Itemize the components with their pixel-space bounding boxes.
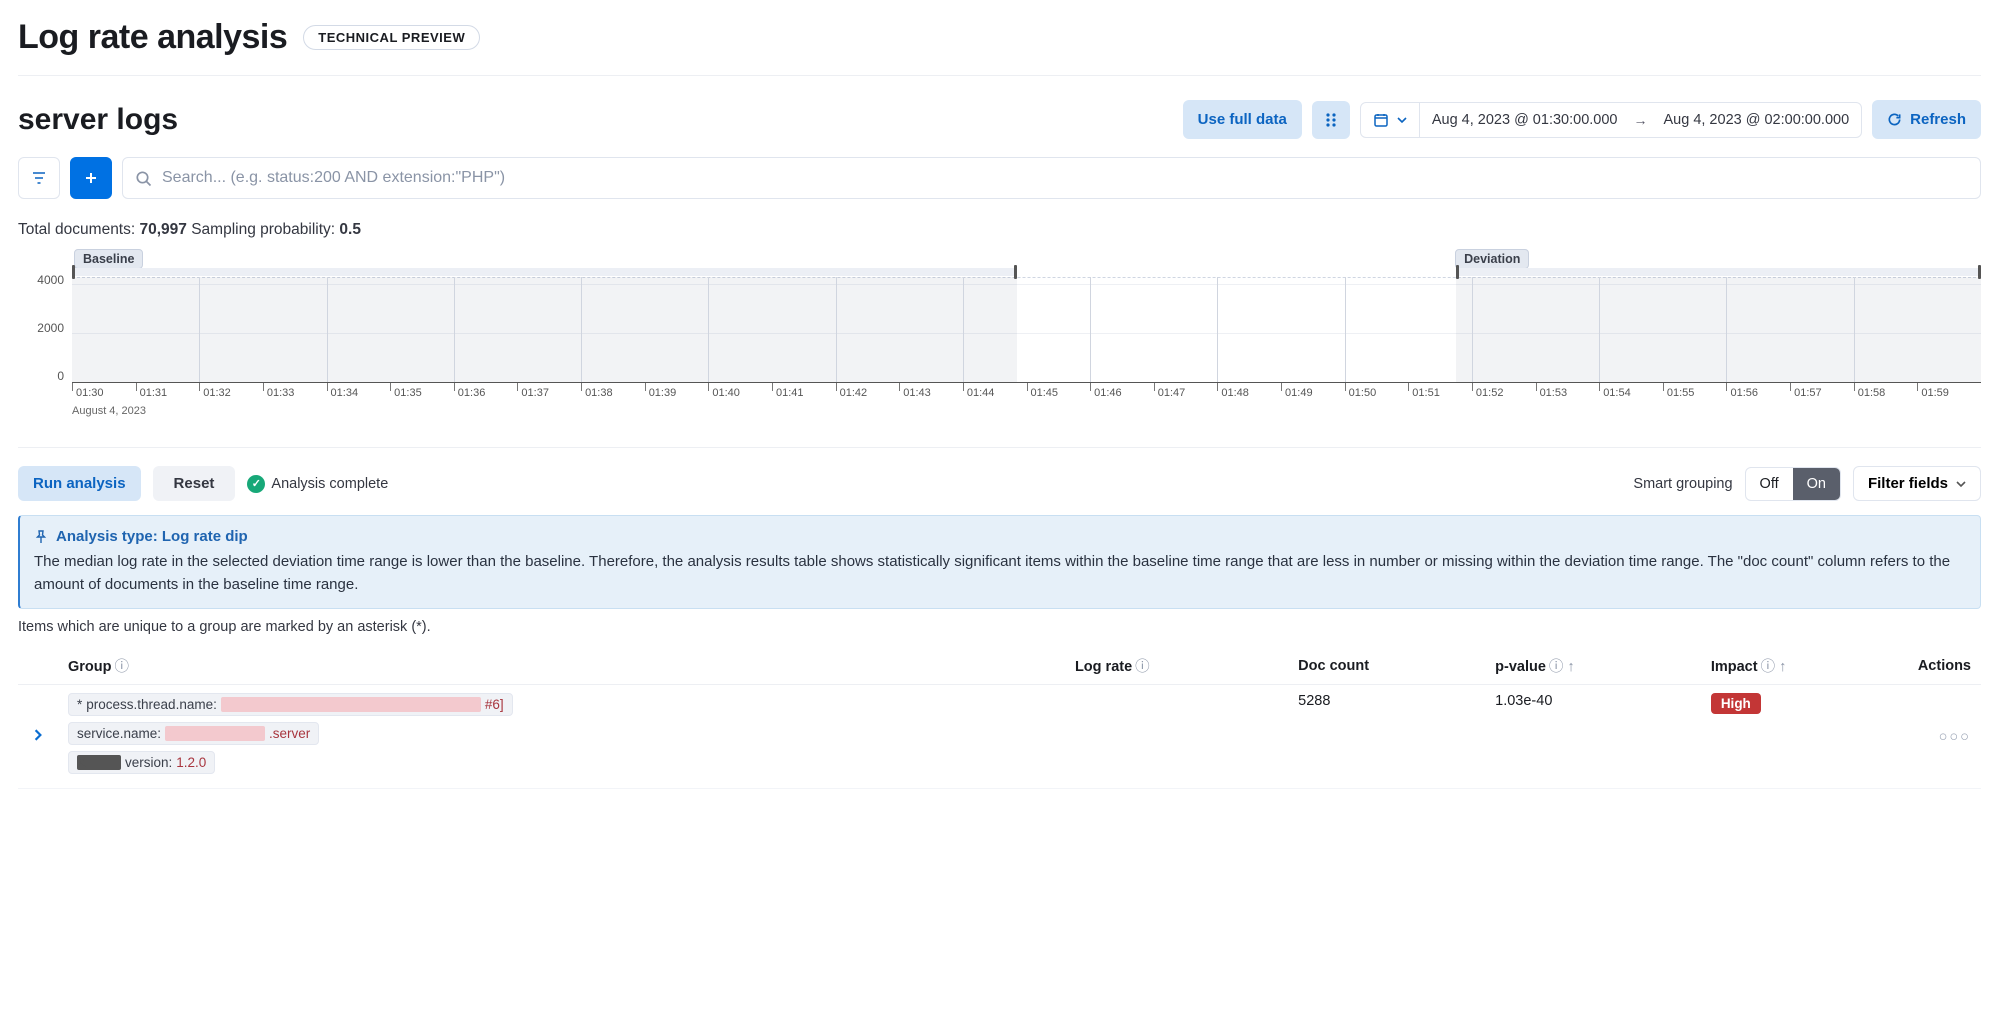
toggle-on[interactable]: On <box>1793 468 1840 500</box>
chevron-down-icon <box>1397 115 1407 125</box>
check-icon: ✓ <box>247 475 265 493</box>
refresh-label: Refresh <box>1910 111 1966 128</box>
use-full-data-button[interactable]: Use full data <box>1183 100 1302 139</box>
col-doc-count-label: Doc count <box>1298 658 1369 674</box>
total-docs-label: Total documents: <box>18 221 139 238</box>
callout-title-row: Analysis type: Log rate dip <box>34 528 1966 545</box>
help-icon: ⓘ <box>1549 659 1564 675</box>
help-icon: ⓘ <box>1761 659 1776 675</box>
refresh-icon <box>1887 112 1902 127</box>
x-axis-date: August 4, 2023 <box>72 405 1981 417</box>
run-analysis-button[interactable]: Run analysis <box>18 466 141 501</box>
col-actions: Actions <box>1908 647 1981 685</box>
table-row: * process.thread.name:X#6]service.name:X… <box>18 685 1981 789</box>
impact-badge: High <box>1711 693 1761 714</box>
analysis-bar: Run analysis Reset ✓ Analysis complete S… <box>18 466 1981 501</box>
smart-grouping-toggle: Off On <box>1745 467 1841 501</box>
col-actions-label: Actions <box>1918 658 1971 674</box>
expand-row-button[interactable] <box>18 685 58 789</box>
sampling-label: Sampling probability: <box>187 221 340 238</box>
sort-asc-icon: ↑ <box>1779 659 1786 675</box>
col-log-rate[interactable]: Log rateⓘ <box>1065 647 1288 685</box>
callout-body: The median log rate in the selected devi… <box>34 551 1966 596</box>
time-range-picker: Aug 4, 2023 @ 01:30:00.000 → Aug 4, 2023… <box>1360 102 1862 138</box>
col-doc-count[interactable]: Doc count <box>1288 647 1485 685</box>
doc-count-cell: 5288 <box>1288 685 1485 789</box>
search-input-wrap <box>122 157 1981 199</box>
calendar-button[interactable] <box>1361 103 1420 137</box>
col-group[interactable]: Groupⓘ <box>58 647 1065 685</box>
sampling-options-button[interactable] <box>1312 101 1350 139</box>
chart-plot[interactable] <box>72 273 1981 383</box>
col-log-rate-label: Log rate <box>1075 659 1132 675</box>
log-rate-cell <box>1065 685 1288 789</box>
help-icon: ⓘ <box>115 659 130 675</box>
technical-preview-badge: TECHNICAL PREVIEW <box>303 25 480 50</box>
more-icon: ○○○ <box>1939 729 1971 745</box>
log-rate-chart: Baseline Deviation 400020000 01:3001:310… <box>18 249 1981 417</box>
time-to: Aug 4, 2023 @ 02:00:00.000 <box>1663 112 1849 128</box>
filter-fields-button[interactable]: Filter fields <box>1853 466 1981 501</box>
page-header: Log rate analysis TECHNICAL PREVIEW <box>18 18 1981 76</box>
chevron-down-icon <box>1956 479 1966 489</box>
sampling-value: 0.5 <box>339 221 361 238</box>
baseline-label[interactable]: Baseline <box>74 249 143 269</box>
subheader: server logs Use full data Aug 4, 2023 @ … <box>18 100 1981 139</box>
dataset-title: server logs <box>18 103 178 137</box>
x-axis: 01:3001:3101:3201:3301:3401:3501:3601:37… <box>72 387 1981 403</box>
total-docs-value: 70,997 <box>139 221 186 238</box>
p-value-cell: 1.03e-40 <box>1485 685 1701 789</box>
group-cell: * process.thread.name:X#6]service.name:X… <box>58 685 1065 789</box>
add-filter-button[interactable] <box>70 157 112 199</box>
pin-icon <box>34 530 48 544</box>
helper-text: Items which are unique to a group are ma… <box>18 619 1981 635</box>
search-row <box>18 157 1981 199</box>
page-title: Log rate analysis <box>18 18 287 57</box>
analysis-callout: Analysis type: Log rate dip The median l… <box>18 515 1981 609</box>
log-rate-sparkline <box>1075 693 1278 721</box>
search-input[interactable] <box>162 169 1968 187</box>
table-header-row: Groupⓘ Log rateⓘ Doc count p-valueⓘ↑ Imp… <box>18 647 1981 685</box>
callout-title: Analysis type: Log rate dip <box>56 528 248 545</box>
col-group-label: Group <box>68 659 112 675</box>
use-full-data-label: Use full data <box>1198 111 1287 128</box>
deviation-label[interactable]: Deviation <box>1455 249 1529 269</box>
calendar-icon <box>1373 112 1389 128</box>
time-range-display[interactable]: Aug 4, 2023 @ 01:30:00.000 → Aug 4, 2023… <box>1420 103 1861 137</box>
col-impact-label: Impact <box>1711 659 1758 675</box>
col-p-value[interactable]: p-valueⓘ↑ <box>1485 647 1701 685</box>
sort-asc-icon: ↑ <box>1567 659 1574 675</box>
help-icon: ⓘ <box>1135 659 1150 675</box>
filter-button[interactable] <box>18 157 60 199</box>
sliders-icon <box>1324 112 1338 128</box>
refresh-button[interactable]: Refresh <box>1872 100 1981 139</box>
search-icon <box>135 170 152 187</box>
run-analysis-label: Run analysis <box>33 475 126 492</box>
results-table: Groupⓘ Log rateⓘ Doc count p-valueⓘ↑ Imp… <box>18 647 1981 789</box>
filter-fields-label: Filter fields <box>1868 475 1948 492</box>
arrow-right-icon: → <box>1627 112 1653 128</box>
y-axis: 400020000 <box>18 273 72 383</box>
plus-icon <box>84 171 98 185</box>
reset-button[interactable]: Reset <box>153 466 236 501</box>
doc-totals: Total documents: 70,997 Sampling probabi… <box>18 221 1981 239</box>
impact-cell: High <box>1701 685 1908 789</box>
chevron-right-icon <box>32 729 44 741</box>
filter-icon <box>32 171 46 185</box>
divider <box>18 447 1981 448</box>
col-impact[interactable]: Impactⓘ↑ <box>1701 647 1908 685</box>
reset-label: Reset <box>174 475 215 492</box>
analysis-status: ✓ Analysis complete <box>247 475 388 493</box>
analysis-status-text: Analysis complete <box>271 476 388 492</box>
row-actions[interactable]: ○○○ <box>1908 685 1981 789</box>
time-from: Aug 4, 2023 @ 01:30:00.000 <box>1432 112 1618 128</box>
col-p-value-label: p-value <box>1495 659 1546 675</box>
smart-grouping-label: Smart grouping <box>1633 476 1732 492</box>
toggle-off[interactable]: Off <box>1746 468 1793 500</box>
